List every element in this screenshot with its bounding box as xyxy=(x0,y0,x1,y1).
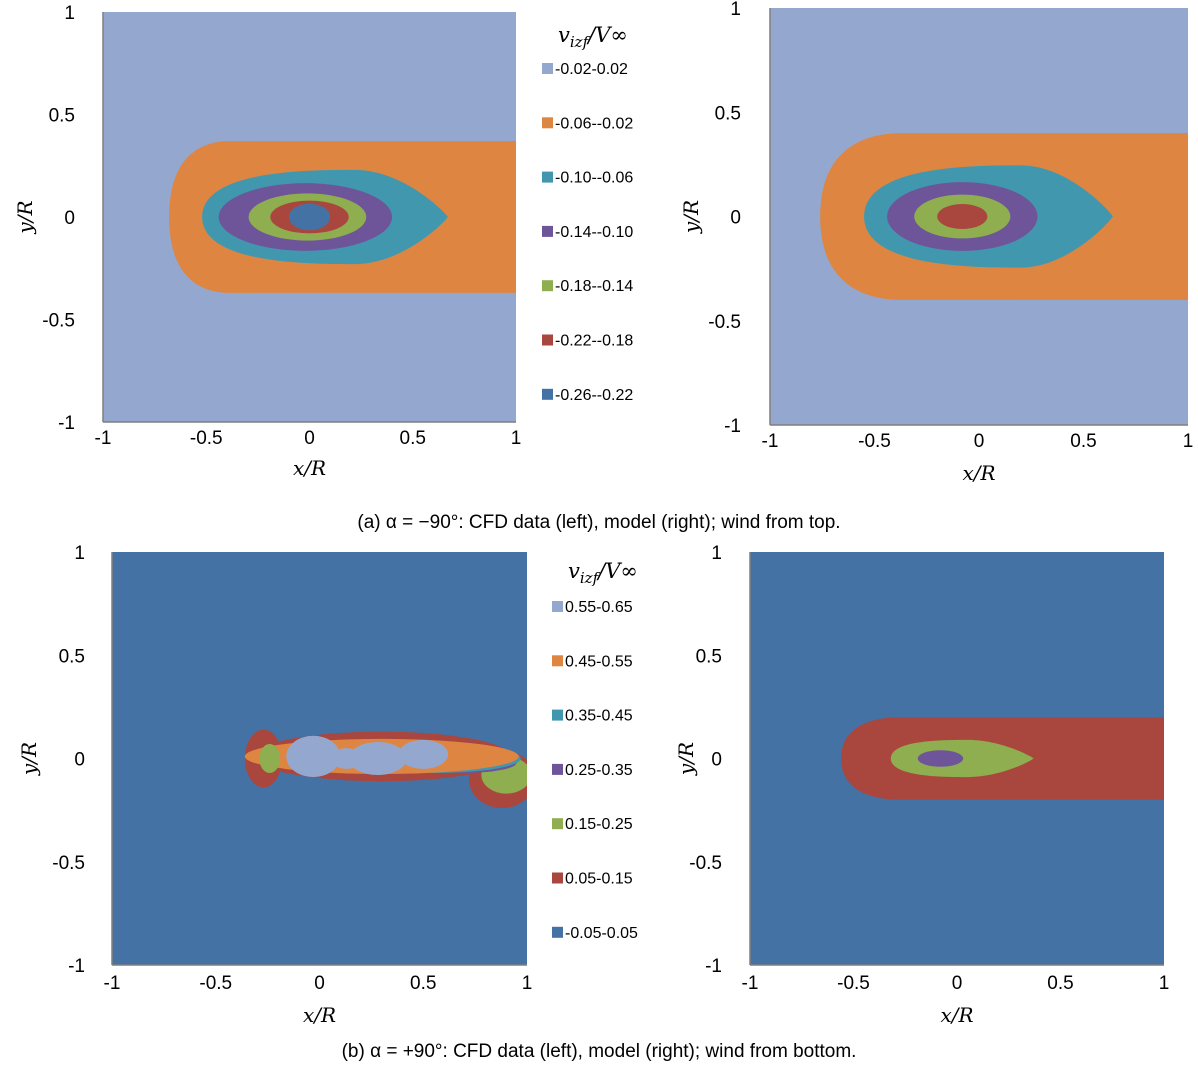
x-axis-label: x/R xyxy=(940,1003,973,1027)
contour-region-0.55-0.65 xyxy=(398,739,449,769)
x-tick-label: 0.5 xyxy=(410,973,436,994)
x-tick-label: 0 xyxy=(952,973,963,994)
legend-entry-label: -0.06--0.02 xyxy=(555,115,633,132)
legend-swatch xyxy=(542,63,553,74)
y-tick-label: 0 xyxy=(64,208,75,229)
x-tick-label: 1 xyxy=(1159,973,1170,994)
contour-region-0.25-0.35 xyxy=(917,750,964,767)
x-tick-label: -1 xyxy=(762,431,779,452)
chart-a-left: -1 -0.5 0 0.5 1 1 0.5 0 -0.5 -1 x/R y/R vizf/V∞ -0.02… xyxy=(13,3,633,480)
legend-swatch xyxy=(552,926,563,938)
y-axis-label: y/R xyxy=(674,742,698,776)
contour-region-0.15-0.25 xyxy=(259,744,281,773)
x-tick-label: -0.5 xyxy=(858,431,891,452)
legend: vizf/V∞ 0.55-0.65 0.45-0.55 0.35-0.45 0.25-0… xyxy=(552,559,638,942)
y-tick-label: 0 xyxy=(730,208,741,229)
chart-b-right: -1 -0.5 0 0.5 1 1 0.5 0 -0.5 -1 x/R y/R xyxy=(674,543,1170,1027)
chart-b-left: -1 -0.5 0 0.5 1 1 0.5 0 -0.5 -1 x/R y/R vizf/V∞ 0.55-… xyxy=(17,543,638,1027)
contour-region--0.22--0.18 xyxy=(937,203,988,230)
x-tick-label: 0.5 xyxy=(400,428,426,449)
legend-swatch xyxy=(552,872,563,884)
legend-entry-label: -0.22--0.18 xyxy=(555,333,633,350)
x-axis-label: x/R xyxy=(303,1003,336,1027)
y-tick-label: 0.5 xyxy=(59,646,85,667)
y-axis-label: y/R xyxy=(679,200,703,234)
legend-entry-label: 0.45-0.55 xyxy=(565,653,633,670)
x-tick-label: 0 xyxy=(974,431,985,452)
legend-swatch xyxy=(542,225,553,237)
x-tick-label: 1 xyxy=(522,973,533,994)
y-tick-label: 0 xyxy=(74,750,85,771)
x-tick-label: 1 xyxy=(1183,431,1194,452)
caption-a: (a) α = −90°: CFD data (left), model (ri… xyxy=(357,512,840,533)
x-tick-label: 1 xyxy=(511,428,522,449)
x-tick-label: 0 xyxy=(304,428,315,449)
legend-entry-label: 0.05-0.15 xyxy=(565,871,633,888)
y-tick-label: 1 xyxy=(711,543,722,564)
legend-swatch xyxy=(552,655,563,667)
y-tick-label: -0.5 xyxy=(52,853,85,874)
y-tick-label: -1 xyxy=(58,413,75,434)
x-tick-label: -0.5 xyxy=(199,973,232,994)
y-tick-label: 0.5 xyxy=(696,646,722,667)
x-axis-label: x/R xyxy=(962,461,995,485)
y-tick-label: 1 xyxy=(730,0,741,20)
legend-entry-label: 0.15-0.25 xyxy=(565,816,633,833)
legend-swatch xyxy=(552,709,563,721)
legend-title: vizf/V∞ xyxy=(568,559,638,587)
legend-entry-label: -0.14--0.10 xyxy=(555,224,633,241)
y-axis-label: y/R xyxy=(17,742,41,776)
legend-entry-label: -0.05-0.05 xyxy=(565,925,638,942)
contour-region-0.55-0.65 xyxy=(286,735,341,778)
contour-region-0.55-0.65 xyxy=(329,748,364,769)
x-axis-label: x/R xyxy=(293,456,326,480)
legend: vizf/V∞ -0.02-0.02 -0.06--0.02 -0.10--0.06 -… xyxy=(542,23,633,404)
x-tick-label: -1 xyxy=(95,428,112,449)
y-tick-label: 0.5 xyxy=(49,106,75,127)
x-tick-label: -0.5 xyxy=(837,973,870,994)
legend-entry-label: -0.18--0.14 xyxy=(555,278,633,295)
legend-swatch xyxy=(552,763,563,775)
y-tick-label: -0.5 xyxy=(42,311,75,332)
y-tick-label: -1 xyxy=(68,956,85,977)
y-tick-label: 0.5 xyxy=(715,103,741,124)
legend-entry-label: 0.35-0.45 xyxy=(565,708,633,725)
legend-swatch xyxy=(542,334,553,346)
y-axis-label: y/R xyxy=(13,200,37,234)
legend-swatch xyxy=(552,601,563,612)
x-tick-label: -0.5 xyxy=(190,428,223,449)
legend-entry-label: -0.10--0.06 xyxy=(555,170,633,187)
legend-entry-label: -0.02-0.02 xyxy=(555,61,628,78)
legend-swatch xyxy=(542,388,553,400)
chart-a-right: -1 -0.5 0 0.5 1 1 0.5 0 -0.5 -1 x/R y/R xyxy=(679,0,1194,485)
y-tick-label: 0 xyxy=(711,750,722,771)
x-tick-label: 0 xyxy=(314,973,325,994)
contour-region--0.26--0.22 xyxy=(288,203,331,231)
x-tick-label: 0.5 xyxy=(1047,973,1073,994)
legend-swatch xyxy=(542,171,553,183)
legend-entry-label: 0.25-0.35 xyxy=(565,762,633,779)
legend-swatch xyxy=(552,818,563,830)
x-tick-label: 0.5 xyxy=(1070,431,1096,452)
caption-b: (b) α = +90°: CFD data (left), model (ri… xyxy=(342,1041,857,1062)
legend-title: vizf/V∞ xyxy=(558,23,628,51)
legend-swatch xyxy=(542,117,553,129)
legend-swatch xyxy=(542,280,553,292)
y-tick-label: -1 xyxy=(724,416,741,437)
legend-entry-label: 0.55-0.65 xyxy=(565,599,633,616)
x-tick-label: -1 xyxy=(742,973,759,994)
y-tick-label: 1 xyxy=(64,3,75,24)
contour-region-0.55-0.65 xyxy=(348,741,407,776)
y-tick-label: 1 xyxy=(74,543,85,564)
y-tick-label: -1 xyxy=(705,956,722,977)
y-tick-label: -0.5 xyxy=(708,312,741,333)
y-tick-label: -0.5 xyxy=(689,853,722,874)
legend-entry-label: -0.26--0.22 xyxy=(555,387,633,404)
x-tick-label: -1 xyxy=(104,973,121,994)
